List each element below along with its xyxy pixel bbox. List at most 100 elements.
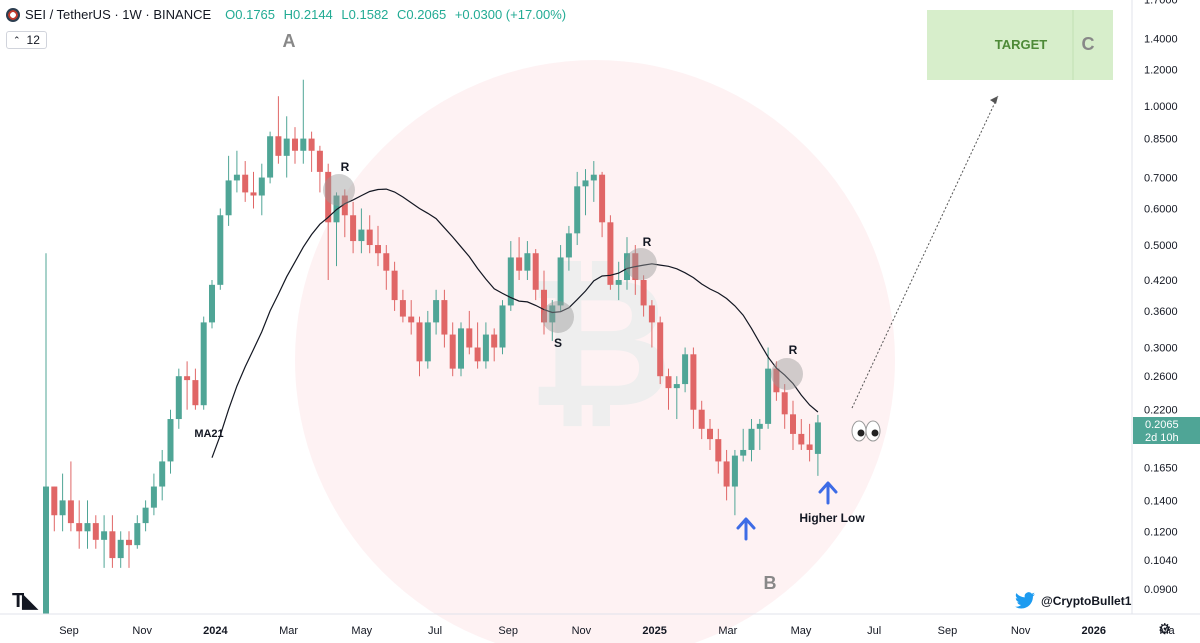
candle[interactable] xyxy=(482,334,489,362)
candle[interactable] xyxy=(731,455,738,487)
candle[interactable] xyxy=(565,233,572,258)
candle[interactable] xyxy=(308,138,315,151)
y-axis[interactable]: 1.7000 1.4000 1.2000 1.0000 0.8500 0.7000 0.60… xyxy=(1144,0,1178,596)
candle[interactable] xyxy=(59,500,66,516)
candle[interactable] xyxy=(225,180,232,216)
candle[interactable] xyxy=(665,376,672,389)
candle[interactable] xyxy=(756,423,763,429)
candle[interactable] xyxy=(698,409,705,429)
candle[interactable] xyxy=(607,222,614,285)
candle[interactable] xyxy=(167,419,174,462)
candle[interactable] xyxy=(275,136,282,156)
candle[interactable] xyxy=(723,461,730,487)
candle[interactable] xyxy=(549,305,556,323)
candle[interactable] xyxy=(781,392,788,415)
candle[interactable] xyxy=(416,322,423,362)
candle[interactable] xyxy=(84,523,91,532)
candle[interactable] xyxy=(258,177,265,196)
candle[interactable] xyxy=(383,253,390,271)
candle[interactable] xyxy=(117,539,124,559)
candle[interactable] xyxy=(200,322,207,406)
candle[interactable] xyxy=(773,368,780,393)
candle[interactable] xyxy=(740,449,747,456)
candle[interactable] xyxy=(67,500,74,524)
candle[interactable] xyxy=(433,300,440,323)
candle[interactable] xyxy=(557,257,564,306)
candle[interactable] xyxy=(491,334,498,348)
candle[interactable] xyxy=(267,136,274,178)
candle[interactable] xyxy=(590,174,597,181)
candle[interactable] xyxy=(150,486,157,508)
candle[interactable] xyxy=(541,289,547,323)
tradingview-logo-icon[interactable]: T◣ xyxy=(12,590,38,612)
candle[interactable] xyxy=(748,428,755,450)
candle[interactable] xyxy=(599,174,606,223)
candle[interactable] xyxy=(707,428,713,440)
candle[interactable] xyxy=(292,138,298,151)
candle[interactable] xyxy=(341,195,348,216)
candle[interactable] xyxy=(507,257,514,306)
candle[interactable] xyxy=(366,229,373,246)
candle[interactable] xyxy=(250,192,257,196)
candle[interactable] xyxy=(449,334,456,369)
candle[interactable] xyxy=(532,253,539,290)
candle[interactable] xyxy=(109,531,116,559)
candle[interactable] xyxy=(175,376,182,420)
settings-gear-icon[interactable]: ⚙ xyxy=(1158,621,1172,638)
candle[interactable] xyxy=(375,245,381,254)
candle[interactable] xyxy=(51,486,58,516)
candle[interactable] xyxy=(424,322,431,362)
candle[interactable] xyxy=(325,171,332,223)
candle[interactable] xyxy=(474,347,481,362)
candle[interactable] xyxy=(458,328,464,369)
candle[interactable] xyxy=(798,433,805,445)
candle[interactable] xyxy=(391,270,398,301)
candle[interactable] xyxy=(350,215,357,242)
candle[interactable] xyxy=(574,186,581,234)
candle[interactable] xyxy=(499,305,506,348)
x-axis[interactable]: Sep Nov 2024 Mar May Jul Sep Nov 2025 Mar May Jul Se… xyxy=(59,625,1175,637)
candle[interactable] xyxy=(524,253,531,271)
candle[interactable] xyxy=(142,507,149,524)
label-a: A xyxy=(283,31,296,51)
candle[interactable] xyxy=(516,257,523,271)
candle[interactable] xyxy=(690,354,697,410)
candle[interactable] xyxy=(92,523,99,540)
candle[interactable] xyxy=(192,380,199,406)
candle[interactable] xyxy=(316,150,323,172)
candle[interactable] xyxy=(814,422,821,454)
candle[interactable] xyxy=(441,300,448,335)
candle[interactable] xyxy=(582,180,589,187)
candle[interactable] xyxy=(134,523,141,546)
candle[interactable] xyxy=(648,305,655,323)
candle[interactable] xyxy=(217,215,224,285)
candle[interactable] xyxy=(657,322,664,377)
candle[interactable] xyxy=(466,328,473,348)
candle[interactable] xyxy=(624,253,630,281)
candle[interactable] xyxy=(358,229,365,242)
candle[interactable] xyxy=(300,138,307,151)
candle[interactable] xyxy=(408,316,415,323)
candle[interactable] xyxy=(615,280,622,285)
candle[interactable] xyxy=(640,280,647,306)
candle[interactable] xyxy=(76,523,83,532)
candle[interactable] xyxy=(209,284,215,323)
candle[interactable] xyxy=(673,384,680,389)
candle[interactable] xyxy=(682,354,689,385)
candle[interactable] xyxy=(101,531,108,540)
candle[interactable] xyxy=(765,368,772,424)
candle[interactable] xyxy=(126,539,132,546)
candle[interactable] xyxy=(790,414,796,434)
candle[interactable] xyxy=(283,138,290,156)
candle[interactable] xyxy=(806,444,813,450)
symbol-title[interactable]: SEI / TetherUS · 1W · BINANCE xyxy=(25,7,212,22)
candle[interactable] xyxy=(184,376,191,381)
candle[interactable] xyxy=(242,174,249,193)
indicator-toggle[interactable]: ⌃ 12 xyxy=(6,31,47,49)
candle[interactable] xyxy=(715,439,722,462)
candle[interactable] xyxy=(159,461,166,487)
candle[interactable] xyxy=(399,300,406,317)
candle[interactable] xyxy=(43,486,49,614)
candle[interactable] xyxy=(233,174,240,181)
